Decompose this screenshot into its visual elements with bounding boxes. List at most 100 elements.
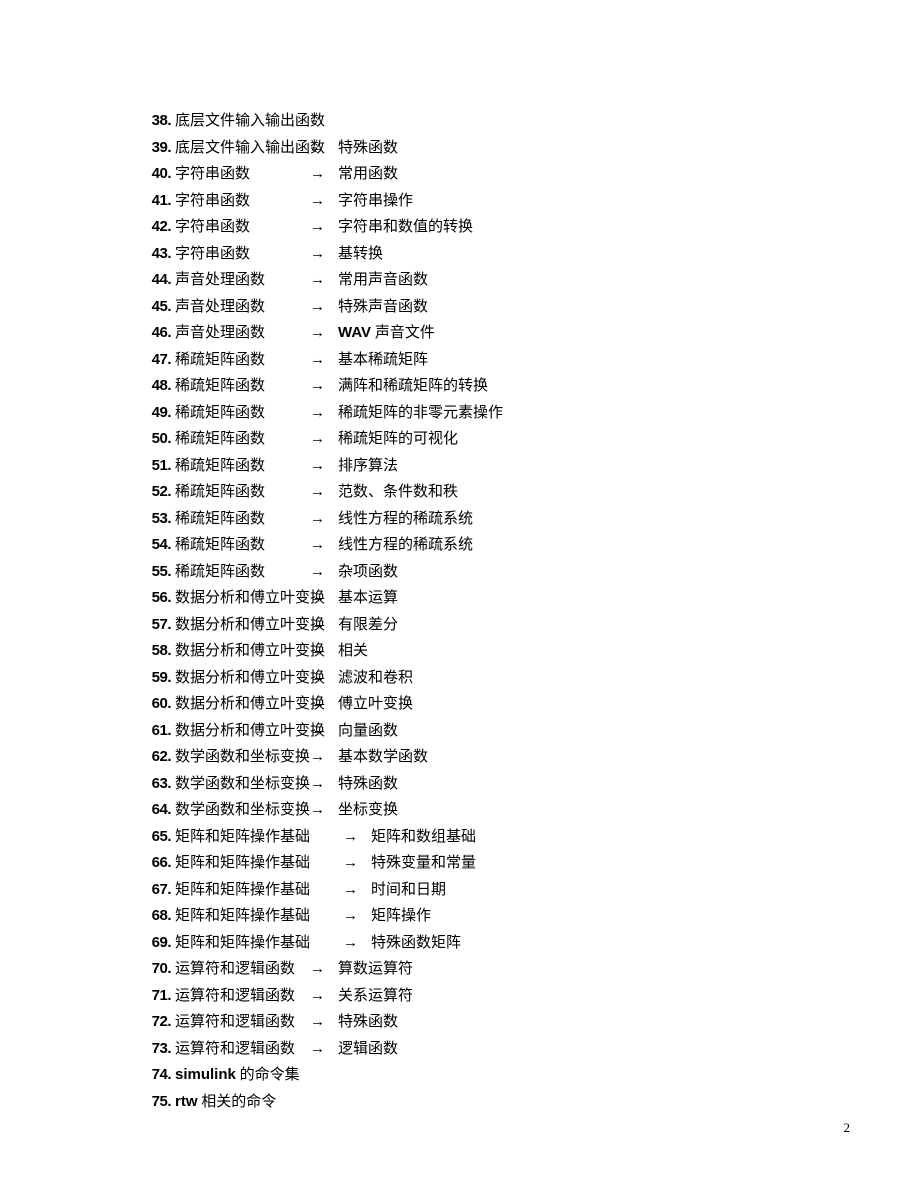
item-category: 数据分析和傅立叶变换 [175,718,325,745]
item-subcategory: 特殊函数 [338,135,398,162]
item-subcategory: 滤波和卷积 [338,665,413,692]
arrow-icon: → [310,400,325,427]
item-category: 稀疏矩阵函数 [175,347,265,374]
item-subcategory: 特殊声音函数 [338,294,428,321]
item-number: 51. [135,453,171,480]
item-subcategory: 特殊函数 [338,771,398,798]
arrow-icon: → [343,850,358,877]
arrow-icon: → [310,479,325,506]
item-number: 67. [135,877,171,904]
item-subcategory: 傅立叶变换 [338,691,413,718]
item-category: 矩阵和矩阵操作基础 [175,903,310,930]
arrow-icon: → [343,877,358,904]
item-number: 41. [135,188,171,215]
list-item: 73.运算符和逻辑函数→逻辑函数 [135,1036,920,1063]
list-item: 58.数据分析和傅立叶变换→相关 [135,638,920,665]
item-subcategory: WAV 声音文件 [338,320,435,347]
list-item: 44.声音处理函数→常用声音函数 [135,267,920,294]
arrow-icon: → [310,718,325,745]
item-category: 稀疏矩阵函数 [175,479,265,506]
item-subcategory: 字符串和数值的转换 [338,214,473,241]
arrow-icon: → [310,1036,325,1063]
item-number: 44. [135,267,171,294]
item-category: 底层文件输入输出函数 [175,108,325,135]
list-item: 42.字符串函数→字符串和数值的转换 [135,214,920,241]
arrow-icon: → [310,585,325,612]
arrow-icon: → [310,532,325,559]
item-category: 稀疏矩阵函数 [175,506,265,533]
list-item: 47.稀疏矩阵函数→基本稀疏矩阵 [135,347,920,374]
item-number: 46. [135,320,171,347]
item-number: 59. [135,665,171,692]
list-item: 62.数学函数和坐标变换→基本数学函数 [135,744,920,771]
list-item: 52.稀疏矩阵函数→范数、条件数和秩 [135,479,920,506]
item-number: 53. [135,506,171,533]
item-subcategory: 范数、条件数和秩 [338,479,458,506]
item-category: 稀疏矩阵函数 [175,400,265,427]
list-item: 64.数学函数和坐标变换→坐标变换 [135,797,920,824]
item-subcategory: 算数运算符 [338,956,413,983]
item-subcategory: 排序算法 [338,453,398,480]
arrow-icon: → [310,453,325,480]
list-item: 50.稀疏矩阵函数→稀疏矩阵的可视化 [135,426,920,453]
item-category: 运算符和逻辑函数 [175,1036,295,1063]
item-subcategory: 基本运算 [338,585,398,612]
item-subcategory: 向量函数 [338,718,398,745]
item-number: 50. [135,426,171,453]
list-item: 43.字符串函数→基转换 [135,241,920,268]
item-subcategory: 特殊变量和常量 [371,850,476,877]
item-number: 71. [135,983,171,1010]
item-number: 74. [135,1062,171,1089]
list-item: 41.字符串函数→字符串操作 [135,188,920,215]
item-number: 75. [135,1089,171,1116]
item-category: 稀疏矩阵函数 [175,559,265,586]
list-item: 59.数据分析和傅立叶变换→滤波和卷积 [135,665,920,692]
arrow-icon: → [310,691,325,718]
arrow-icon: → [310,559,325,586]
item-number: 40. [135,161,171,188]
list-item: 55.稀疏矩阵函数 → 杂项函数 [135,559,920,586]
list-item: 48.稀疏矩阵函数→满阵和稀疏矩阵的转换 [135,373,920,400]
item-subcategory: 特殊函数 [338,1009,398,1036]
item-subcategory: 逻辑函数 [338,1036,398,1063]
item-category: 稀疏矩阵函数 [175,426,265,453]
list-item: 45.声音处理函数→特殊声音函数 [135,294,920,321]
item-number: 65. [135,824,171,851]
item-subcategory: 矩阵操作 [371,903,431,930]
item-number: 48. [135,373,171,400]
list-item: 75.rtw 相关的命令 [135,1089,920,1116]
list-item: 53.稀疏矩阵函数 → 线性方程的稀疏系统 [135,506,920,533]
list-item: 70.运算符和逻辑函数→算数运算符 [135,956,920,983]
item-subcategory: 相关 [338,638,368,665]
list-item: 61.数据分析和傅立叶变换→向量函数 [135,718,920,745]
arrow-icon: → [310,797,325,824]
item-number: 56. [135,585,171,612]
page-number: 2 [844,1120,851,1136]
item-category: rtw 相关的命令 [175,1089,276,1116]
item-number: 55. [135,559,171,586]
item-subcategory: 基本数学函数 [338,744,428,771]
item-subcategory: 矩阵和数组基础 [371,824,476,851]
item-subcategory: 常用函数 [338,161,398,188]
item-category: 稀疏矩阵函数 [175,453,265,480]
item-number: 60. [135,691,171,718]
item-category: simulink 的命令集 [175,1062,300,1089]
toc-list: 38.底层文件输入输出函数39.底层文件输入输出函数→特殊函数40.字符串函数→… [0,0,920,1115]
list-item: 71.运算符和逻辑函数→关系运算符 [135,983,920,1010]
item-number: 42. [135,214,171,241]
arrow-icon: → [310,1009,325,1036]
list-item: 65.矩阵和矩阵操作基础→矩阵和数组基础 [135,824,920,851]
item-number: 68. [135,903,171,930]
arrow-icon: → [310,744,325,771]
item-subcategory: 线性方程的稀疏系统 [338,506,473,533]
item-category: 底层文件输入输出函数 [175,135,325,162]
item-subcategory: 线性方程的稀疏系统 [338,532,473,559]
arrow-icon: → [310,320,325,347]
item-number: 57. [135,612,171,639]
item-category: 声音处理函数 [175,320,265,347]
item-category: 数据分析和傅立叶变换 [175,585,325,612]
arrow-icon: → [310,506,325,533]
list-item: 69.矩阵和矩阵操作基础→特殊函数矩阵 [135,930,920,957]
item-subcategory: 杂项函数 [338,559,398,586]
arrow-icon: → [343,930,358,957]
